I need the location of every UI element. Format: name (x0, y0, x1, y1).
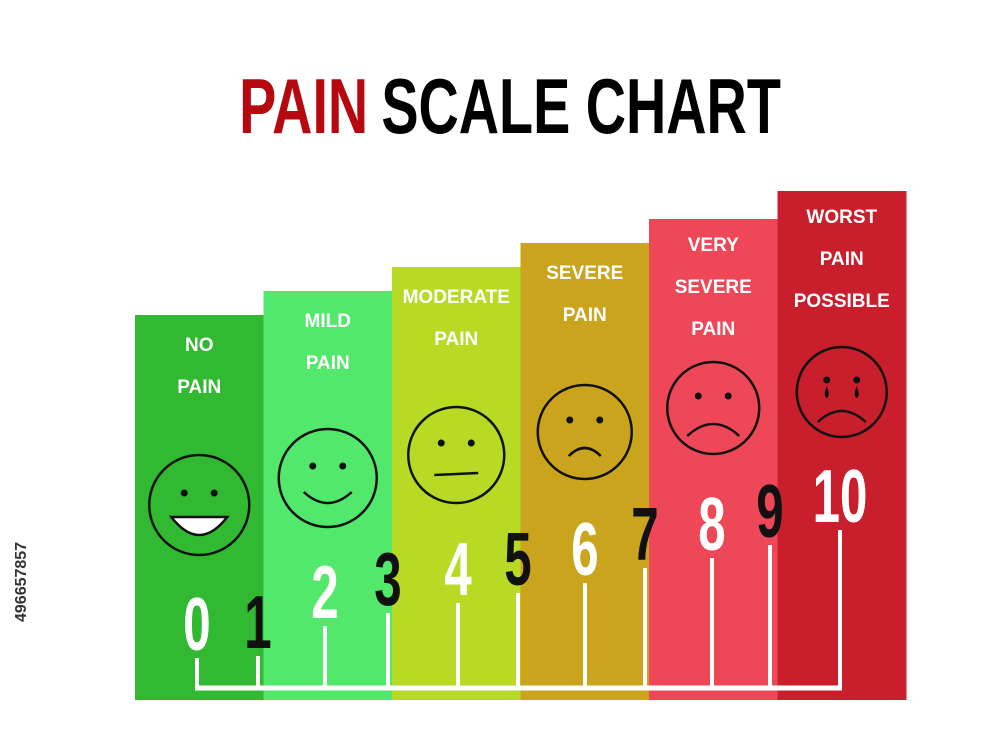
eye (823, 376, 831, 384)
title-text: PAIN SCALE CHART (239, 64, 781, 150)
pain-number: 9 (756, 470, 783, 554)
level-column (263, 291, 393, 700)
title-black: SCALE CHART (381, 64, 781, 150)
pain-number: 3 (374, 538, 401, 622)
mouth (434, 471, 479, 477)
title-red: PAIN (239, 64, 368, 150)
level-label: PAIN (177, 377, 221, 398)
eye (596, 416, 604, 424)
level-label: VERY (688, 235, 739, 256)
mouth (168, 515, 230, 537)
pain-number: 8 (698, 483, 725, 567)
level-label: SEVERE (675, 277, 752, 298)
pain-number: 7 (631, 493, 658, 577)
mouth (567, 446, 602, 457)
pain-number: 2 (311, 551, 338, 635)
level-label: PAIN (820, 249, 864, 270)
mouth (816, 409, 867, 423)
tear (854, 386, 859, 398)
level-label: PAIN (306, 353, 350, 374)
level-label: PAIN (434, 329, 478, 350)
eye (437, 439, 445, 447)
mouth (686, 422, 741, 437)
face (148, 453, 251, 557)
eye (853, 376, 861, 384)
face (407, 405, 506, 505)
level-label: MILD (305, 311, 351, 332)
face (277, 427, 378, 529)
eye (566, 416, 574, 424)
eye (694, 392, 702, 400)
level-label: PAIN (563, 305, 607, 326)
eye (724, 392, 732, 400)
face (666, 360, 761, 456)
pain-number: 1 (244, 581, 271, 665)
pain-number: 10 (813, 455, 868, 539)
pain-number: 0 (183, 583, 210, 667)
level-label: NO (185, 335, 214, 356)
mouth (302, 491, 353, 505)
tear (824, 386, 829, 398)
level-label: POSSIBLE (794, 291, 890, 312)
stock-id: 496657857 (13, 542, 30, 622)
eye (467, 439, 475, 447)
columns: NO PAIN MILD PAIN MODERATE PAIN SEVERE PAIN VERY… (135, 191, 907, 700)
face (536, 383, 633, 481)
eye (180, 489, 188, 497)
title: PAIN SCALE CHART (239, 64, 781, 150)
level-label: SEVERE (546, 263, 623, 284)
face (795, 345, 888, 439)
pain-number: 4 (444, 528, 472, 612)
pain-number: 5 (504, 518, 531, 602)
eye (210, 489, 218, 497)
pain-number: 6 (571, 508, 598, 592)
level-column (135, 315, 264, 700)
level-label: PAIN (691, 319, 735, 340)
level-label: WORST (806, 207, 877, 228)
level-label: MODERATE (403, 287, 510, 308)
eye (309, 462, 317, 470)
eye (339, 462, 347, 470)
